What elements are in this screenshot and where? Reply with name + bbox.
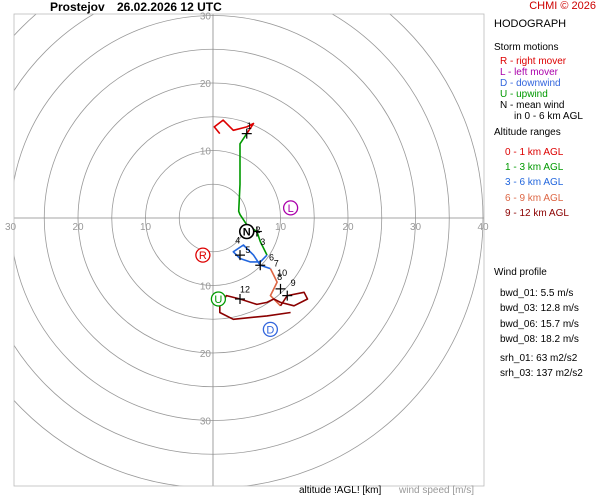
legend-title: HODOGRAPH [494,18,567,30]
x-tick-label: 20 [342,222,354,233]
x-tick-label: 20 [72,222,84,233]
height-marker [235,294,245,304]
legend-alt-1-3: 1 - 3 km AGL [505,162,564,174]
srh-03: srh_03: 137 m2/s2 [500,368,583,379]
hodograph-segment-6-9km [269,268,282,307]
storm-motion-U: U [210,291,227,307]
plot-frame [13,13,485,487]
hodograph-segment-0-1km [213,119,255,135]
legend-mean-wind-note: in 0 - 6 km AGL [514,111,583,122]
storm-motion-N: N [238,223,255,240]
wind-profile-title: Wind profile [494,267,547,278]
height-label: 10 [277,268,287,278]
y-tick-label: 10 [200,282,212,293]
legend-alt-3-6: 3 - 6 km AGL [505,177,564,189]
hodograph-segment-1-3km [237,133,268,256]
height-marker [275,283,286,294]
x-tick-label: 40 [477,222,489,233]
bwd-06: bwd_06: 15.7 m/s [500,318,579,330]
copyright: CHMI © 2026 [529,0,596,12]
height-label: 3 [260,237,265,247]
storm-motion-L: L [282,200,299,216]
height-label: 1 [247,121,252,131]
legend-right-mover: R - right mover [500,56,567,67]
y-tick-label: 10 [200,147,212,158]
height-label: 6 [269,253,274,263]
helicity-list: srh_01: 63 m2/s2 srh_03: 137 m2/s2 [500,351,583,381]
storm-label: L [288,203,294,215]
storm-label: D [266,324,274,336]
storm-circle [210,291,227,307]
legend-alt-0-1: 0 - 1 km AGL [505,147,564,158]
storm-motion-D: D [262,321,279,338]
datetime-label: 26.02.2026 12 UTC [117,0,222,14]
legend-left-mover: L - left mover [500,67,558,78]
x-tick-label: 10 [275,222,287,233]
y-tick-label: 20 [200,79,212,90]
y-tick-label: 20 [200,349,212,360]
height-label: 2 [256,225,261,235]
y-tick-label: 30 [200,12,212,23]
bwd-08: bwd_08: 18.2 m/s [500,333,579,345]
srh-01: srh_01: 63 m2/s2 [500,353,578,364]
storm-motions-list: R - right mover L - left mover D - downw… [500,56,583,122]
height-marker [255,260,266,271]
bwd-01: bwd_01: 5.5 m/s [500,288,574,299]
storm-motion-R: R [195,247,211,263]
height-marker [282,290,293,301]
storm-motions-title: Storm motions [494,42,559,53]
storm-label: N [243,227,251,239]
speed-axis-label: wind speed [m/s] [399,485,475,496]
height-marker [241,128,252,139]
height-label: 9 [291,278,296,288]
hodograph-segment-9-12km [219,291,309,321]
legend-upwind: U - upwind [500,89,548,100]
height-label: 8 [277,272,282,282]
storm-circle [262,321,279,338]
legend-downwind: D - downwind [500,78,561,89]
storm-label: U [214,294,222,306]
legend-alt-6-9: 6 - 9 km AGL [505,192,564,204]
height-label: 12 [240,284,250,294]
wind-profile-list: bwd_01: 5.5 m/s bwd_03: 12.8 m/s bwd_06:… [500,286,579,347]
y-tick-label: 30 [200,417,212,428]
storm-circle [238,223,255,240]
range-ring-40 [14,14,484,486]
storm-circle [282,200,299,216]
altitude-ranges-title: Altitude ranges [494,127,561,138]
station-name: Prostejov [50,0,105,14]
altitude-axis-label: altitude !AGL! [km] [299,485,382,496]
legend-alt-9-12: 9 - 12 km AGL [505,207,569,219]
x-tick-label: 10 [140,222,152,233]
height-label: 7 [274,259,279,269]
hodograph-segment-3-6km [232,244,271,270]
legend-mean-wind: N - mean wind [500,100,565,111]
height-label: 5 [245,245,250,255]
bwd-03: bwd_03: 12.8 m/s [500,303,579,315]
altitude-ranges-list: 0 - 1 km AGL 1 - 3 km AGL 3 - 6 km AGL 6… [505,145,569,221]
storm-circle [195,247,211,263]
height-marker [235,250,245,261]
storm-label: R [199,250,207,262]
x-tick-label: 30 [5,222,17,233]
height-label: 4 [235,236,240,246]
x-tick-label: 30 [410,222,422,233]
